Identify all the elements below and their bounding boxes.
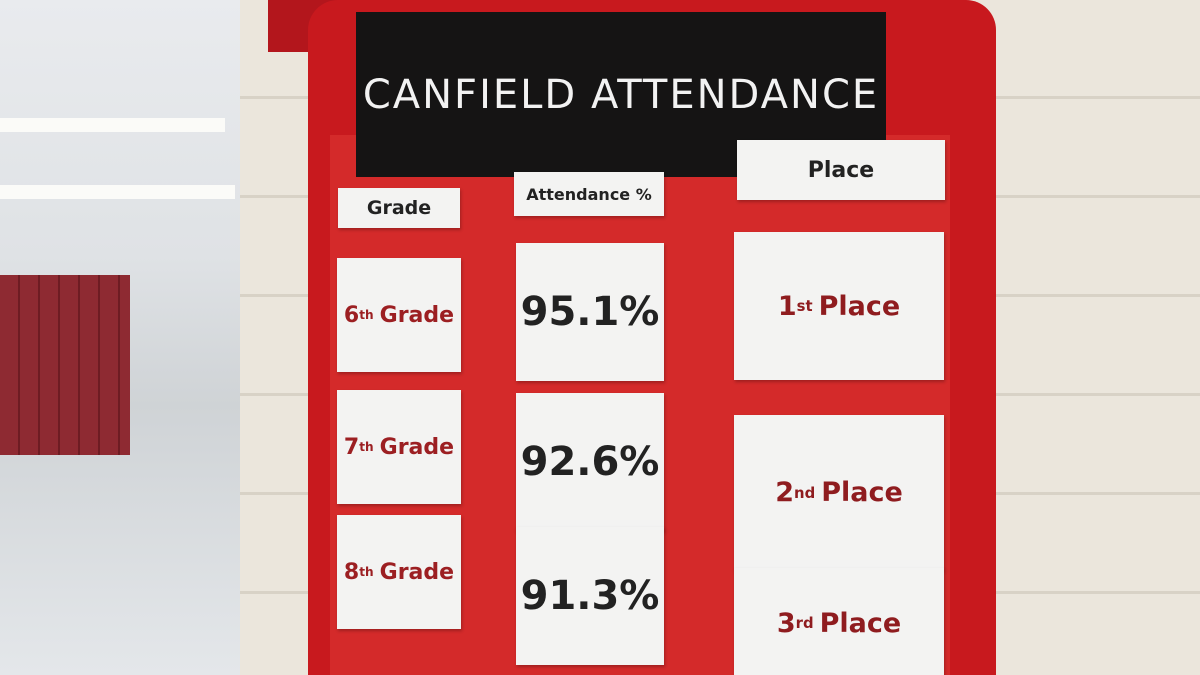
place-word: Place <box>818 290 901 322</box>
grade-suffix: th <box>359 308 374 322</box>
header-card: Grade <box>338 188 460 228</box>
grade-suffix: th <box>359 565 374 579</box>
grade-word: Grade <box>379 302 455 328</box>
ceiling-light <box>0 185 235 199</box>
grade-number: 7 <box>343 434 360 460</box>
place-suffix: rd <box>795 614 814 632</box>
grade-word: Grade <box>379 434 455 460</box>
place-suffix: st <box>796 297 813 315</box>
place-number: 3 <box>776 607 796 639</box>
grade-number: 8 <box>343 559 360 585</box>
place-number: 2 <box>775 477 794 508</box>
place-word: Place <box>819 607 902 639</box>
place-word: Place <box>821 477 903 508</box>
header-text: Grade <box>366 197 432 219</box>
grade-suffix: th <box>359 440 374 454</box>
attendance-value: 91.3% <box>520 573 660 619</box>
attendance-value: 92.6% <box>520 439 660 485</box>
header-card: Place <box>737 140 945 200</box>
grade-word: Grade <box>379 559 455 585</box>
lockers <box>0 275 130 455</box>
attendance-card: 91.3% <box>516 527 664 665</box>
attendance-card: 92.6% <box>516 393 664 531</box>
attendance-value: 95.1% <box>520 289 660 335</box>
place-number: 1 <box>777 290 797 322</box>
title-right: ATTENDANCE <box>590 71 880 118</box>
header-text: Attendance % <box>526 184 652 204</box>
title-left: CANFIELD <box>362 71 578 118</box>
ceiling-light <box>0 118 225 132</box>
place-suffix: nd <box>794 483 816 502</box>
header-card: Attendance % <box>514 172 664 216</box>
grade-number: 6 <box>343 302 360 328</box>
header-text: Place <box>807 157 875 183</box>
attendance-card: 95.1% <box>516 243 664 381</box>
